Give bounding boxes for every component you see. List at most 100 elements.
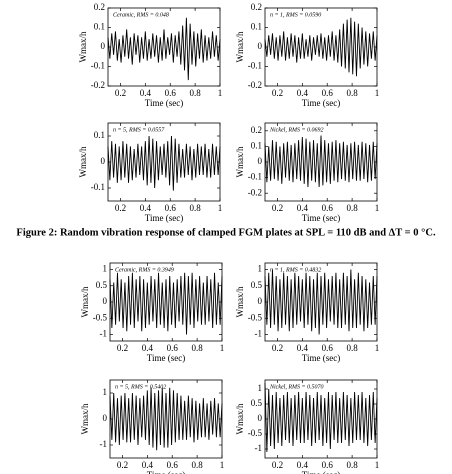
x-tick-label: 0.4 (142, 343, 154, 353)
x-tick-label: 0.8 (189, 88, 201, 98)
x-tick-label: 0.2 (115, 203, 126, 213)
y-tick-label: -0.2 (248, 80, 262, 90)
signal-line (109, 272, 223, 335)
x-tick-label: 0.8 (191, 460, 203, 470)
y-axis-label: Wmax/h (80, 403, 90, 434)
y-tick-label: -0.1 (91, 182, 105, 192)
annotation: Nickel, RMS = 0.0692 (269, 127, 324, 133)
plot-frame (107, 122, 221, 202)
y-tick-label: -0.5 (248, 312, 263, 322)
x-tick-label: 1 (375, 203, 380, 213)
y-tick-label: -0.5 (248, 428, 263, 438)
y-tick-label: 1 (103, 387, 108, 397)
y-axis-label: Wmax/h (80, 286, 90, 317)
x-tick-label: 0.6 (322, 203, 334, 213)
y-tick-label: 0.1 (251, 22, 262, 32)
y-tick-label: 0.5 (251, 280, 263, 290)
figure-caption: Figure 2: Random vibration response of c… (16, 227, 436, 238)
x-tick-label: 0.8 (191, 343, 203, 353)
x-tick-label: 1 (220, 460, 225, 470)
x-tick-label: 0.8 (346, 460, 358, 470)
x-tick-label: 0.2 (272, 460, 283, 470)
y-tick-label: 0.1 (251, 140, 262, 150)
signal-line (264, 382, 378, 453)
signal-line (264, 17, 378, 77)
y-tick-label: -0.2 (91, 80, 105, 90)
x-tick-label: 0.8 (189, 203, 201, 213)
signal-line (107, 17, 221, 81)
x-tick-label: 0.4 (140, 203, 152, 213)
annotation: n = 5, RMS = 0.5402 (115, 383, 166, 390)
x-tick-label: 0.6 (322, 88, 334, 98)
annotation: Nickel, RMS = 0.5070 (269, 384, 324, 390)
y-tick-label: 0 (258, 296, 263, 306)
plot-frame (264, 122, 378, 202)
x-tick-label: 1 (218, 203, 223, 213)
x-tick-label: 0.4 (142, 460, 154, 470)
x-tick-label: 1 (375, 343, 380, 353)
y-tick-label: -0.1 (248, 172, 262, 182)
y-axis-label: Wmax/h (78, 146, 88, 177)
y-tick-label: -0.1 (248, 61, 262, 71)
x-tick-label: 0.2 (117, 343, 128, 353)
y-tick-label: 0 (258, 413, 263, 423)
x-tick-label: 1 (375, 460, 380, 470)
y-axis-label: Wmax/h (235, 286, 245, 317)
x-tick-label: 0.2 (272, 343, 283, 353)
x-tick-label: 0.2 (272, 203, 283, 213)
annotation: n = 5, RMS = 0.0557 (113, 127, 165, 133)
y-tick-label: -1 (255, 443, 263, 453)
y-tick-label: 0 (103, 296, 108, 306)
y-tick-label: 0.5 (251, 398, 263, 408)
y-tick-label: -1 (255, 329, 263, 339)
x-tick-label: 0.2 (115, 88, 126, 98)
x-tick-label: 0.6 (322, 343, 334, 353)
x-tick-label: 0.6 (322, 460, 334, 470)
x-tick-label: 1 (220, 343, 225, 353)
plot-frame (264, 262, 378, 342)
x-tick-label: 0.6 (167, 460, 179, 470)
y-tick-label: 1 (258, 264, 263, 274)
y-tick-label: 0.2 (251, 125, 262, 135)
x-tick-label: 0.6 (167, 343, 179, 353)
x-axis-label: Time (sec) (145, 213, 183, 223)
x-tick-label: 1 (375, 88, 380, 98)
x-tick-label: 0.4 (140, 88, 152, 98)
annotation: n = 1, RMS = 0.0590 (270, 12, 321, 18)
y-axis-label: Wmax/h (235, 146, 245, 177)
y-tick-label: 0.2 (94, 2, 105, 12)
y-tick-label: 0.5 (96, 280, 108, 290)
y-tick-label: -1 (100, 329, 108, 339)
y-axis-label: Wmax/h (235, 403, 245, 434)
y-axis-label: Wmax/h (78, 31, 88, 62)
x-tick-label: 0.4 (297, 203, 309, 213)
y-tick-label: 0 (258, 41, 263, 51)
y-tick-label: 0 (258, 156, 263, 166)
signal-line (264, 135, 378, 187)
y-tick-label: 0.2 (251, 2, 262, 12)
annotation: n = 1, RMS = 0.4832 (270, 266, 321, 273)
x-tick-label: 0.8 (346, 343, 358, 353)
x-tick-label: 0.2 (272, 88, 283, 98)
x-axis-label: Time (sec) (302, 353, 340, 363)
y-tick-label: 0.1 (94, 130, 105, 140)
y-axis-label: Wmax/h (235, 31, 245, 62)
y-tick-label: 0 (101, 156, 106, 166)
y-tick-label: 0.1 (94, 22, 105, 32)
y-tick-label: 1 (258, 383, 263, 393)
x-tick-label: 0.4 (297, 343, 309, 353)
x-axis-label: Time (sec) (145, 98, 183, 108)
x-axis-label: Time (sec) (302, 98, 340, 108)
annotation: Ceramic, RMS = 0.048 (113, 11, 169, 18)
plot-frame (109, 379, 223, 459)
y-tick-label: 0 (101, 41, 106, 51)
plot-frame (264, 379, 378, 459)
x-axis-label: Time (sec) (302, 213, 340, 223)
x-tick-label: 0.4 (297, 460, 309, 470)
x-tick-label: 1 (218, 88, 223, 98)
annotation: Ceramic, RMS = 0.3949 (115, 266, 174, 273)
signal-line (264, 269, 378, 335)
x-tick-label: 0.6 (165, 203, 177, 213)
y-tick-label: 1 (103, 264, 108, 274)
